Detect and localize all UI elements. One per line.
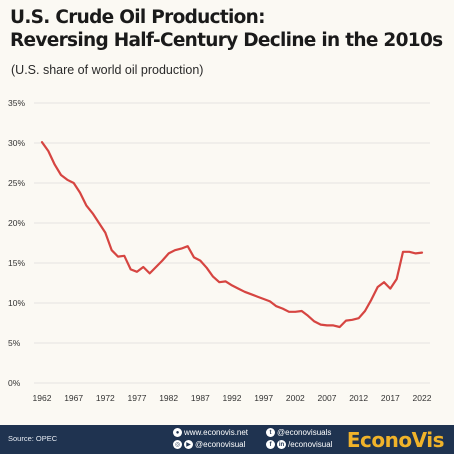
y-tick-label: 20% bbox=[8, 218, 25, 228]
instagram-icon: ◎ bbox=[173, 440, 182, 449]
y-tick-label: 5% bbox=[8, 338, 21, 348]
x-axis-ticks: 1962 1967 1972 1977 1982 1987 1992 1997 2002 2007… bbox=[33, 393, 432, 403]
brand-logo: EconoVis bbox=[346, 428, 445, 452]
y-tick-label: 15% bbox=[8, 258, 25, 268]
twitter-link[interactable]: t @econovisuals bbox=[266, 428, 331, 437]
chart-subtitle: (U.S. share of world oil production) bbox=[11, 63, 204, 77]
y-tick-label: 10% bbox=[8, 298, 25, 308]
x-tick-label: 2007 bbox=[318, 393, 337, 403]
series-line bbox=[40, 141, 424, 329]
x-tick-label: 2012 bbox=[349, 393, 368, 403]
title-line-2: Reversing Half-Century Decline in the 20… bbox=[10, 30, 443, 51]
youtube-text: @econovisual bbox=[195, 440, 246, 449]
facebook-linkedin-text: /econovisual bbox=[288, 440, 333, 449]
x-tick-label: 1962 bbox=[33, 393, 52, 403]
facebook-linkedin-link[interactable]: f in /econovisual bbox=[266, 440, 332, 449]
x-tick-label: 1977 bbox=[128, 393, 147, 403]
youtube-icon: ▶ bbox=[184, 440, 193, 449]
x-tick-label: 2002 bbox=[286, 393, 305, 403]
y-tick-label: 25% bbox=[8, 178, 25, 188]
twitter-icon: t bbox=[266, 428, 275, 437]
gridlines bbox=[34, 102, 430, 384]
title-line-1: U.S. Crude Oil Production: bbox=[10, 7, 266, 28]
x-tick-label: 2017 bbox=[381, 393, 400, 403]
x-tick-label: 1997 bbox=[254, 393, 273, 403]
linkedin-icon: in bbox=[277, 440, 286, 449]
website-text: www.econovis.net bbox=[184, 428, 249, 437]
x-tick-label: 1967 bbox=[64, 393, 83, 403]
website-link[interactable]: ● www.econovis.net bbox=[173, 428, 248, 437]
twitter-text: @econovisuals bbox=[277, 428, 332, 437]
line-chart: 0%5%10%15%20%25%30%35% 1962 1967 1972 1977 1… bbox=[8, 98, 432, 403]
x-tick-label: 1972 bbox=[96, 393, 115, 403]
series-lines bbox=[40, 141, 424, 329]
x-tick-label: 1992 bbox=[223, 393, 242, 403]
footer-bar: Source: OPEC ● www.econovis.net ◎ ▶ @eco… bbox=[0, 425, 454, 454]
x-tick-label: 1982 bbox=[159, 393, 178, 403]
y-tick-label: 0% bbox=[8, 378, 21, 388]
y-tick-label: 35% bbox=[8, 98, 25, 108]
globe-icon: ● bbox=[173, 428, 182, 437]
y-axis-ticks: 0% 5% 10% 15% 20% 25% 30% 35% bbox=[8, 98, 25, 388]
y-tick-label: 30% bbox=[8, 138, 25, 148]
facebook-icon: f bbox=[266, 440, 275, 449]
x-tick-label: 2022 bbox=[413, 393, 432, 403]
x-tick-label: 1987 bbox=[191, 393, 210, 403]
chart-title: U.S. Crude Oil Production: Reversing Hal… bbox=[10, 6, 450, 52]
youtube-link[interactable]: ◎ ▶ @econovisual bbox=[173, 440, 245, 449]
source-note: Source: OPEC bbox=[8, 434, 58, 443]
